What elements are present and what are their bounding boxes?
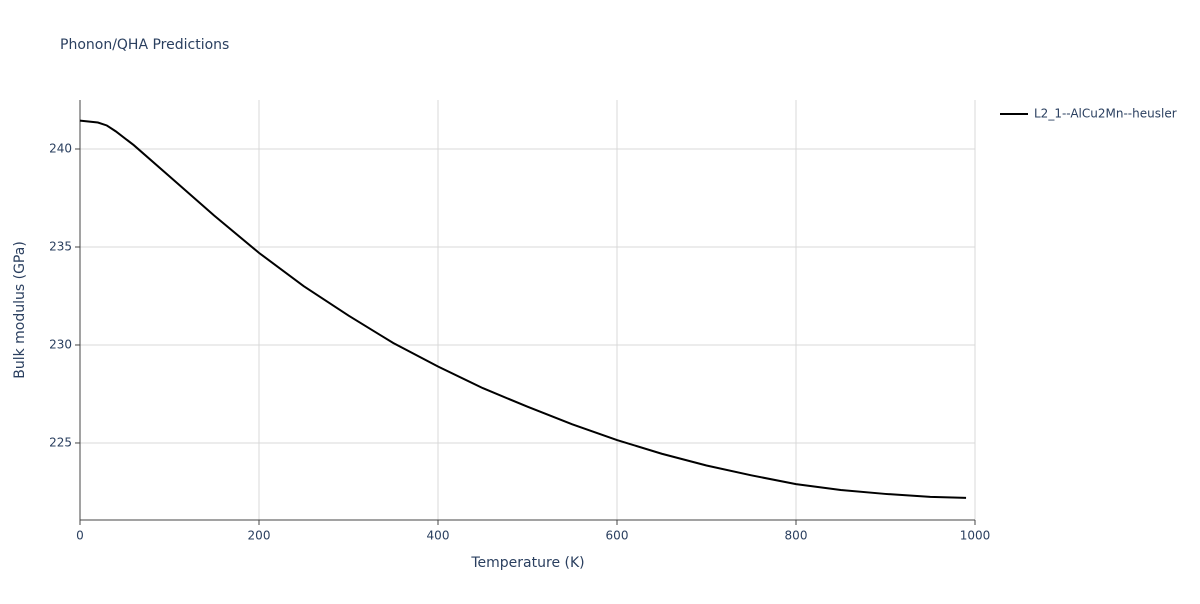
- x-tick-label: 1000: [960, 529, 991, 543]
- y-tick-label: 240: [49, 141, 72, 155]
- x-tick-label: 0: [76, 529, 84, 543]
- x-axis-label: Temperature (K): [470, 555, 584, 571]
- y-axis-label: Bulk modulus (GPa): [12, 241, 28, 379]
- y-tick-label: 235: [49, 239, 72, 253]
- legend-label: L2_1--AlCu2Mn--heusler: [1034, 107, 1177, 121]
- data-line: [79, 119, 967, 499]
- y-tick-label: 225: [49, 435, 72, 449]
- x-tick-label: 800: [785, 529, 808, 543]
- x-tick-label: 200: [248, 529, 271, 543]
- x-tick-label: 600: [606, 529, 629, 543]
- x-tick-label: 400: [427, 529, 450, 543]
- chart-title: Phonon/QHA Predictions: [60, 37, 229, 53]
- y-tick-label: 230: [49, 337, 72, 351]
